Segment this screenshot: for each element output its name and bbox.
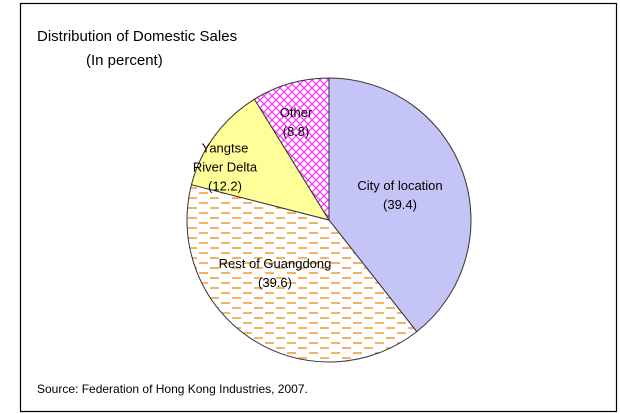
slice-value: (39.6): [258, 275, 292, 290]
slice-label: Yangtse River Delta (12.2): [189, 139, 261, 196]
chart-subtitle: (In percent): [86, 52, 163, 69]
chart-title: Distribution of Domestic Sales: [37, 28, 238, 45]
slice-label: Rest of Guangdong (39.6): [219, 254, 332, 292]
slice-value: (39.4): [383, 197, 417, 212]
pie-slice: [328, 77, 472, 333]
slice-value: (8.8): [282, 124, 310, 139]
slice-label: City of location (39.4): [357, 176, 442, 214]
pie-slice: [190, 98, 331, 221]
pie-slice: [253, 77, 330, 222]
slice-category: City of location: [357, 178, 443, 193]
source-note: Source: Federation of Hong Kong Industri…: [37, 382, 308, 396]
slice-category: Yangtse River Delta: [192, 140, 258, 175]
pie-slice: [186, 184, 418, 363]
slice-category: Other: [279, 105, 313, 120]
slice-category: Rest of Guangdong: [218, 256, 332, 271]
slice-value: (12.2): [208, 178, 242, 194]
slice-label: Other (8.8): [280, 103, 313, 141]
